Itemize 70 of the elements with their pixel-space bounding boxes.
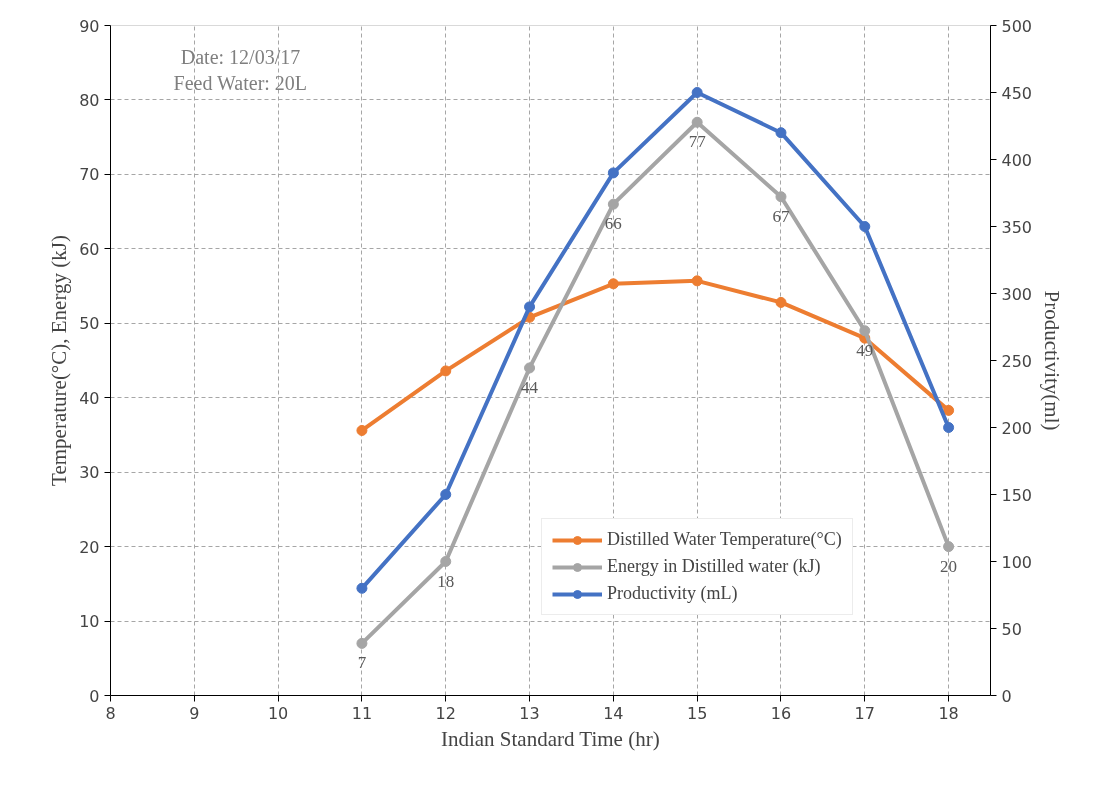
y-tick-label: 70 [79, 165, 100, 185]
annotation: Feed Water: 20L [173, 71, 308, 94]
y2-tick-label: 0 [1001, 686, 1012, 706]
data-label: 20 [940, 556, 958, 576]
y-tick-label: 80 [79, 90, 100, 110]
x-tick-label: 11 [351, 703, 373, 723]
point [943, 404, 955, 416]
data-label: 67 [772, 206, 790, 226]
x-tick-label: 10 [267, 703, 289, 723]
data-label: 44 [521, 377, 539, 397]
point [943, 541, 955, 553]
point [859, 221, 871, 232]
y-tick-label: 60 [79, 239, 100, 259]
point [440, 365, 452, 377]
y2-tick-label: 400 [1001, 150, 1033, 170]
data-label: 7 [357, 653, 367, 673]
x-tick-label: 16 [770, 703, 792, 723]
point [356, 424, 368, 436]
y-tick-label: 0 [89, 686, 100, 706]
y-tick-label: 20 [79, 537, 100, 557]
x-axis-title: Indian Standard Time (hr) [440, 726, 660, 751]
y-axis-title: Temperature(°C), Energy (kJ) [47, 235, 72, 486]
x-tick-label: 14 [603, 703, 624, 723]
y2-axis-title: Productivity(ml) [1040, 290, 1065, 431]
point [943, 422, 955, 433]
x-tick-label: 9 [189, 703, 200, 723]
y-tick-label: 40 [79, 388, 100, 408]
point [775, 127, 787, 139]
point [524, 301, 536, 313]
y2-tick-label: 300 [1001, 284, 1033, 304]
y2-tick-label: 150 [1001, 485, 1033, 505]
legend-label: Productivity (mL) [607, 583, 738, 604]
point [440, 489, 452, 500]
x-tick-label: 17 [854, 703, 875, 723]
point [607, 278, 619, 290]
y2-tick-label: 100 [1001, 552, 1033, 572]
data-label: 49 [856, 340, 874, 360]
y2-tick-label: 50 [1001, 619, 1022, 639]
x-tick-label: 12 [435, 703, 456, 723]
point [691, 87, 703, 98]
point [775, 191, 787, 203]
y-tick-label: 30 [79, 463, 100, 483]
y2-tick-label: 450 [1001, 83, 1033, 103]
point [691, 116, 703, 128]
y-tick-label: 10 [79, 612, 100, 632]
y2-tick-label: 500 [1001, 16, 1033, 36]
point [356, 637, 368, 649]
y2-tick-label: 250 [1001, 351, 1033, 371]
point [524, 362, 536, 374]
annotation: Date: 12/03/17 [180, 45, 301, 68]
x-tick-label: 15 [686, 703, 708, 723]
x-tick-label: 13 [519, 703, 540, 723]
x-tick-label: 8 [105, 703, 116, 723]
point [775, 296, 787, 308]
legend-label: Energy in Distilled water (kJ) [607, 556, 821, 577]
point [440, 556, 452, 567]
legend-label: Distilled Water Temperature(°C) [607, 529, 842, 550]
x-tick-label: 18 [938, 703, 959, 723]
data-label: 77 [688, 132, 707, 152]
y2-tick-label: 200 [1001, 418, 1033, 438]
y-tick-label: 50 [79, 314, 100, 334]
point [859, 325, 871, 337]
point [607, 198, 619, 210]
y-tick-label: 90 [79, 16, 100, 36]
point [607, 167, 619, 179]
y2-tick-label: 350 [1001, 217, 1033, 237]
data-label: 66 [604, 214, 622, 234]
point [356, 582, 368, 594]
point [691, 275, 703, 287]
data-label: 18 [437, 571, 455, 591]
